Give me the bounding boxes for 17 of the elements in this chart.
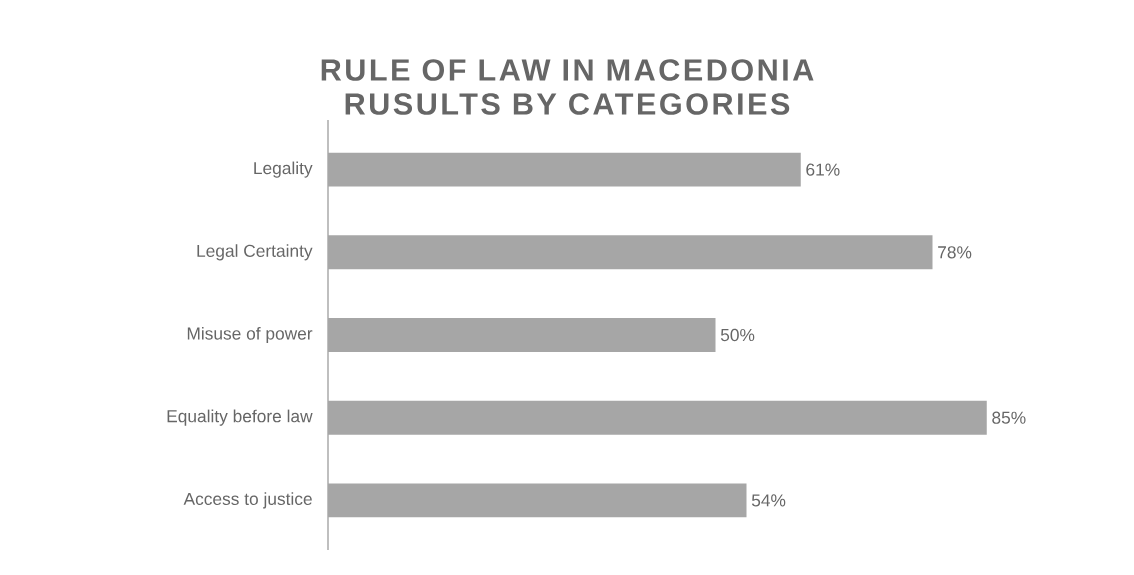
bar [328,152,801,187]
chart-title: RULE OF LAW IN MACEDONIA [321,59,814,81]
data-label: 85% [992,411,1026,424]
data-label: 54% [751,494,786,507]
data-label: 78% [938,246,972,259]
y-tick-label: Access to justice [183,492,312,509]
y-tick-label: Legality [254,161,313,178]
bar [328,318,716,352]
bar [328,400,987,435]
y-tick-label: Legal Certainty [197,244,313,261]
data-label: 61% [806,163,840,176]
chart-subtitle: RUSULTS BY CATEGORIES [345,93,790,115]
y-tick-label: Equality before law [167,409,313,426]
y-tick-label: Misuse of power [187,326,313,344]
bar [328,235,933,270]
bar [328,483,747,518]
data-label: 50% [720,328,755,342]
